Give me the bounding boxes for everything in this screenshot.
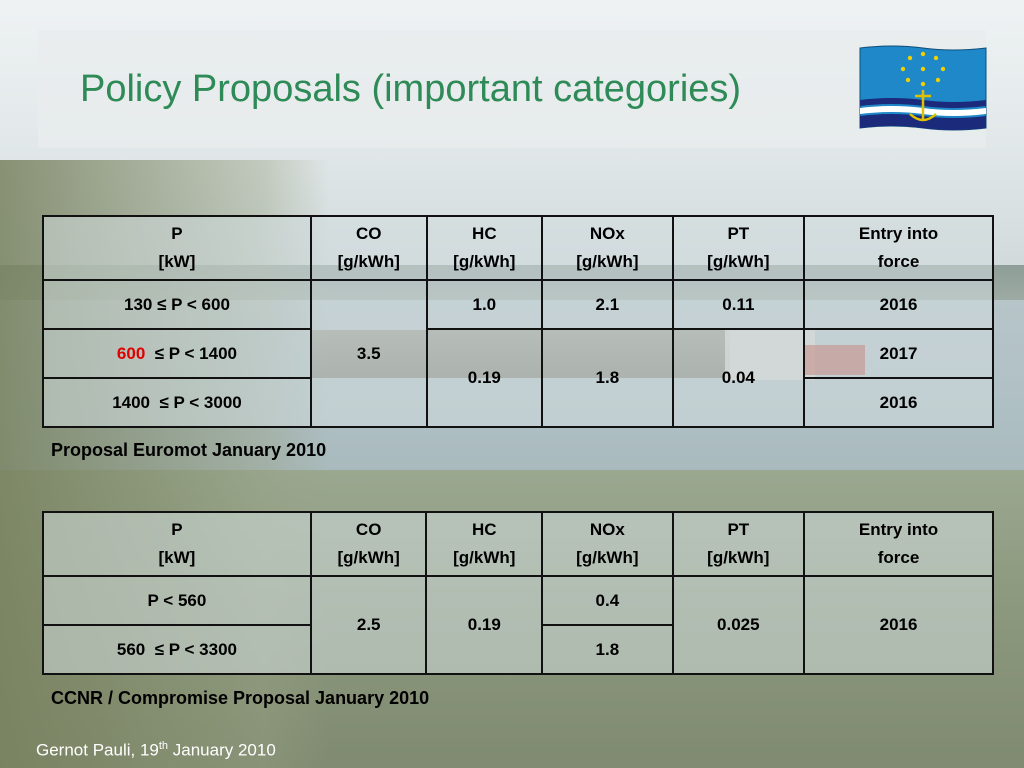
- header-pt: PT [g/kWh]: [671, 215, 806, 281]
- power-range-cell: 130 ≤ P < 600: [42, 279, 312, 330]
- anchor-icon: [909, 90, 937, 122]
- ccnr-proposal-table: P [kW] CO [g/kWh] HC [g/kWh] NOx [g/kWh] PT[…: [42, 511, 994, 675]
- table-row: 600 ≤ P < 1400 0.19 1.8 0.04 2017: [42, 328, 994, 428]
- co-value-cell: 3.5: [309, 279, 428, 428]
- header-co: CO [g/kWh]: [309, 511, 428, 577]
- entry-year-cell: 2017: [803, 328, 994, 379]
- header-power: P [kW]: [42, 511, 312, 577]
- footer-superscript: th: [158, 740, 169, 752]
- power-range-cell: 1400 ≤ P < 3000: [42, 377, 312, 428]
- header-hc: HC [g/kWh]: [425, 215, 544, 281]
- slide-footer: Gernot Pauli, 19th January 2010: [36, 740, 276, 761]
- header-pt: PT [g/kWh]: [671, 511, 806, 577]
- table1-caption: Proposal Euromot January 2010: [51, 440, 327, 460]
- highlighted-power-value: 600: [116, 343, 146, 363]
- power-range-cell: P < 560: [42, 575, 312, 626]
- title-band: [38, 30, 986, 148]
- euromot-proposal-table: P [kW] CO [g/kWh] HC [g/kWh] NOx [g/kWh] PT[…: [42, 215, 994, 428]
- power-range-cell: 600 ≤ P < 1400: [42, 328, 312, 379]
- power-range-rest: ≤ P < 1400: [145, 343, 238, 363]
- footer-month-year: January 2010: [168, 740, 276, 760]
- hc-value-cell: 1.0: [425, 279, 544, 330]
- entry-year-cell: 2016: [803, 279, 994, 330]
- table2-caption: CCNR / Compromise Proposal January 2010: [51, 688, 430, 708]
- table-header-row: P [kW] CO [g/kWh] HC [g/kWh] NOx [g/kWh] PT[…: [42, 511, 994, 577]
- entry-year-cell: 2016: [803, 377, 994, 428]
- footer-author-date: Gernot Pauli, 19: [36, 740, 159, 760]
- pt-value-cell: 0.025: [671, 575, 806, 675]
- table-row: 130 ≤ P < 600 3.5 1.0 2.1 0.11 2016: [42, 279, 994, 428]
- header-entry-into-force: Entry into force: [803, 215, 994, 281]
- hc-value-cell: 0.19: [425, 575, 544, 675]
- header-co: CO [g/kWh]: [309, 215, 428, 281]
- table-row: P < 560 2.5 0.19 0.4 0.025 2016: [42, 575, 994, 675]
- co-value-cell: 2.5: [309, 575, 428, 675]
- entry-year-cell: 2016: [803, 575, 994, 675]
- header-entry-into-force: Entry into force: [803, 511, 994, 577]
- nox-value-cell: 1.8: [541, 328, 674, 428]
- header-nox: NOx [g/kWh]: [541, 511, 674, 577]
- nox-value-cell: 2.1: [541, 279, 674, 330]
- power-range-cell: 560 ≤ P < 3300: [42, 624, 312, 675]
- header-power: P [kW]: [42, 215, 312, 281]
- table-row: 1400 ≤ P < 3000 2016: [42, 377, 994, 428]
- star-icons: [900, 51, 946, 87]
- nox-value-cell: 0.4: [541, 575, 674, 626]
- ccnr-flag-icon: [859, 45, 987, 131]
- pt-value-cell: 0.04: [671, 328, 806, 428]
- pt-value-cell: 0.11: [671, 279, 806, 330]
- nox-value-cell: 1.8: [541, 624, 674, 675]
- table-row: 560 ≤ P < 3300 1.8: [42, 624, 993, 675]
- slide-title: Policy Proposals (important categories): [80, 68, 742, 110]
- header-nox: NOx [g/kWh]: [541, 215, 674, 281]
- header-hc: HC [g/kWh]: [425, 511, 544, 577]
- hc-value-cell: 0.19: [425, 328, 544, 428]
- table-header-row: P [kW] CO [g/kWh] HC [g/kWh] NOx [g/kWh] PT[…: [42, 215, 994, 281]
